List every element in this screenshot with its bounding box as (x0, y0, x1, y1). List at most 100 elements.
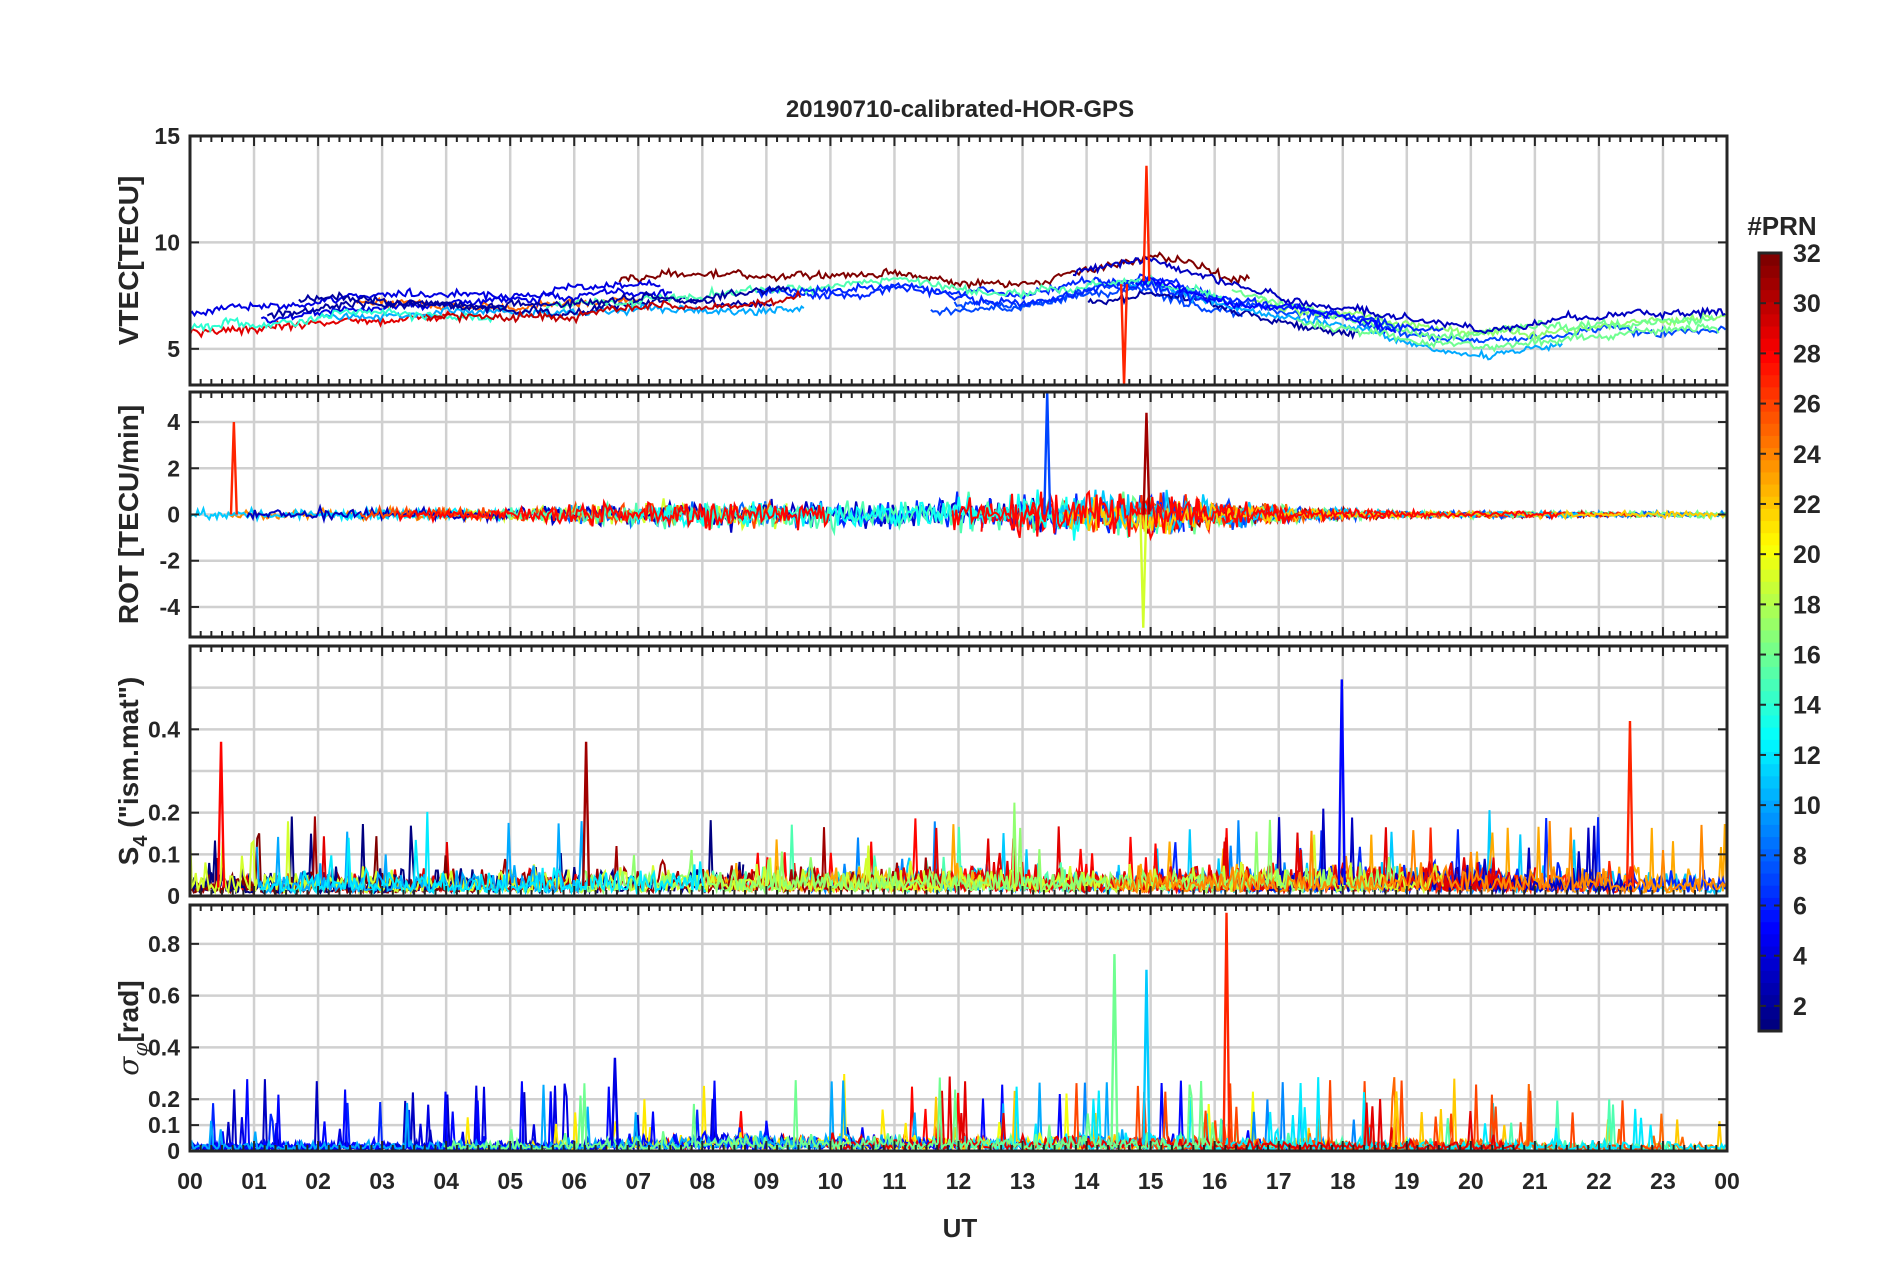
y-axis-label-rot: ROT [TECU/min] (113, 405, 144, 624)
colorbar-band (1759, 945, 1781, 959)
x-tick-label: 11 (882, 1168, 907, 1194)
series-prn-3 (190, 1079, 948, 1151)
y-tick-label: 4 (167, 409, 180, 435)
colorbar-band (1759, 398, 1781, 412)
x-tick-label: 23 (1650, 1168, 1676, 1194)
panel-sigma_phi: 00.10.2 0.4 0.6 0.8 σφ[rad] 00 01 02 03 04 05 06 07 0… (112, 903, 1740, 1194)
y-tick-label: 0.2 (148, 1086, 180, 1112)
y-tick-label: 0 (167, 1138, 180, 1164)
series-prn-24 (1112, 820, 1727, 896)
series-prn-2 (298, 285, 789, 312)
peak-mark (1142, 412, 1151, 515)
y-axis-label-vtec: VTEC[TECU] (113, 176, 144, 346)
colorbar-band (1759, 885, 1781, 898)
series-prn-15 (545, 274, 1226, 310)
colorbar-band (1759, 714, 1781, 728)
y-tick-label: 0.4 (148, 716, 180, 742)
colorbar-band (1759, 836, 1781, 850)
y-tick-label: 0.8 (148, 931, 180, 957)
peak-group (1119, 165, 1151, 385)
panel-frame (188, 134, 1729, 387)
colorbar-band (1759, 933, 1781, 947)
colorbar-band (1759, 313, 1781, 327)
colorbar-band (1759, 848, 1781, 862)
y-axis-label-s4: S4 ("ism.mat") (113, 677, 152, 866)
y-tick-label: 0.1 (148, 841, 180, 867)
panel-vtec: 5 10 15 VTEC[TECU] (113, 123, 1729, 387)
peak-group (610, 912, 1401, 1148)
colorbar-band (1759, 374, 1781, 388)
colorbar-band (1759, 483, 1781, 497)
chart-title: 20190710-calibrated-HOR-GPS (786, 96, 1134, 123)
colorbar-band (1759, 617, 1781, 631)
colorbar-band (1759, 897, 1781, 911)
y-axis-label-sigma_phi: σφ[rad] (112, 980, 152, 1075)
y-tick-label: 0.1 (148, 1112, 180, 1138)
colorbar-band (1759, 338, 1781, 351)
x-tick-label: 14 (1074, 1168, 1100, 1194)
colorbar-band (1759, 787, 1781, 801)
x-tick-label: 20 (1458, 1168, 1484, 1194)
colorbar-band (1759, 800, 1781, 813)
y-tick-label: 0 (167, 883, 180, 909)
colorbar-tick-label: 16 (1793, 642, 1821, 670)
colorbar-band (1759, 289, 1781, 303)
colorbar-band (1759, 544, 1781, 558)
peak-group (216, 679, 1635, 888)
colorbar-band (1759, 629, 1781, 643)
series-prn-4 (190, 287, 672, 318)
colorbar-tick-label: 14 (1793, 692, 1821, 720)
colorbar-tick-label: 26 (1793, 391, 1821, 419)
x-tick-label: 12 (946, 1168, 972, 1194)
colorbar-band (1759, 411, 1781, 424)
colorbar-band (1759, 325, 1781, 339)
x-tick-label: 04 (433, 1168, 459, 1194)
x-tick-label: 07 (625, 1168, 651, 1194)
series-prn-2 (1087, 290, 1360, 341)
series-prn-5 (1134, 275, 1397, 335)
series-prn-17 (567, 802, 1396, 896)
peak-mark (1139, 514, 1148, 628)
peak-mark (1110, 954, 1119, 1146)
series-prn-12 (259, 811, 706, 896)
colorbar-band (1759, 605, 1781, 619)
y-tick-label: 0.4 (148, 1034, 180, 1060)
peak-mark (1392, 1091, 1401, 1148)
colorbar-tick-label: 4 (1793, 943, 1807, 971)
colorbar-band (1759, 1018, 1781, 1032)
colorbar-band (1759, 909, 1781, 923)
x-tick-label: 21 (1522, 1168, 1548, 1194)
x-tick-label: 08 (690, 1168, 716, 1194)
colorbar-tick-label: 28 (1793, 340, 1821, 368)
colorbar-tick-label: 22 (1793, 491, 1821, 519)
colorbar-tick-label: 10 (1793, 792, 1821, 820)
series-prn-28 (395, 498, 830, 531)
colorbar-tick-label: 32 (1793, 240, 1821, 268)
series-prn-10 (318, 299, 805, 323)
x-tick-label: 17 (1266, 1168, 1292, 1194)
colorbar-band (1759, 569, 1781, 582)
panel-rot: -4 -2 0 2 4 ROT [TECU/min] (113, 390, 1729, 639)
series-group (190, 489, 1727, 542)
colorbar-tick-label: 24 (1793, 441, 1821, 469)
colorbar-band (1759, 860, 1781, 874)
y-tick-label: 5 (167, 336, 180, 362)
colorbar-band (1759, 532, 1781, 546)
colorbar-band (1759, 301, 1781, 315)
series-prn-7 (930, 285, 1243, 319)
colorbar-band (1759, 556, 1781, 570)
peak-mark (1142, 969, 1151, 1145)
peak-mark (610, 1057, 619, 1146)
colorbar-band (1759, 739, 1781, 753)
grid (190, 905, 1727, 1151)
y-tick-label: -2 (160, 548, 180, 574)
x-tick-label: 05 (497, 1168, 523, 1194)
panel-frame (188, 644, 1729, 898)
peak-mark (1119, 284, 1129, 385)
peak-mark (1625, 720, 1635, 887)
colorbar-band (1759, 958, 1781, 971)
colorbar-tick-label: 8 (1793, 842, 1807, 870)
